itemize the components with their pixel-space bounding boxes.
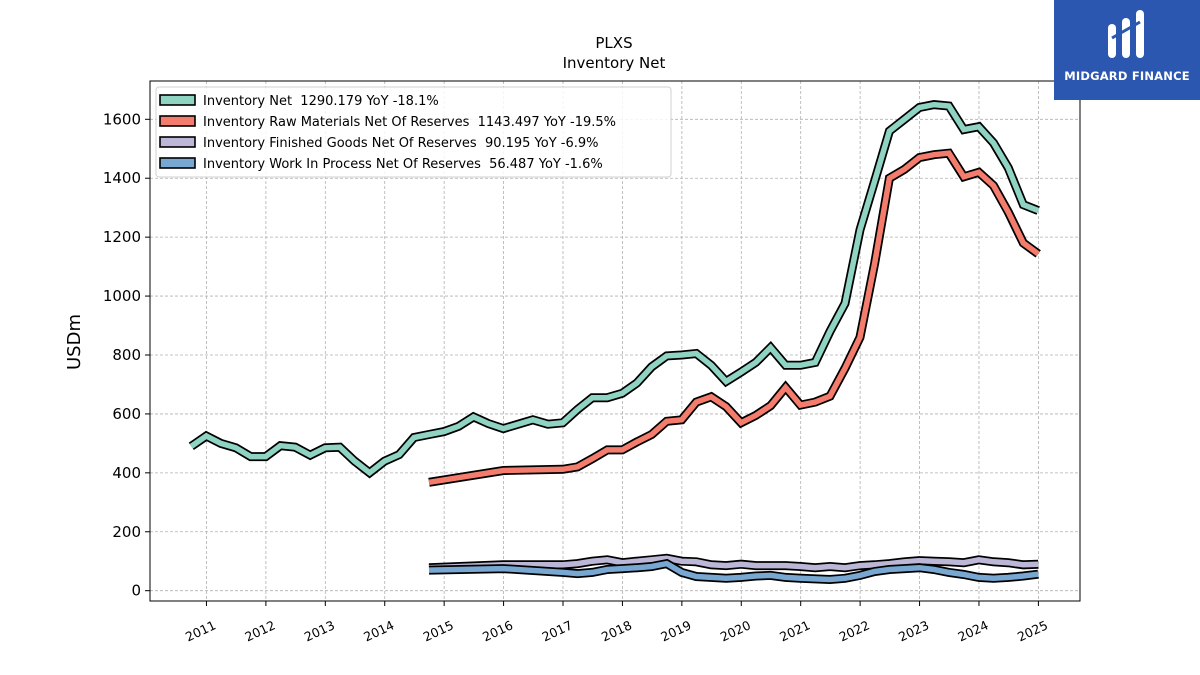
legend-label: Inventory Finished Goods Net Of Reserves… <box>203 136 599 151</box>
legend-swatch <box>159 157 196 169</box>
series-outline-inventory-raw-materials-net-of-reserves <box>428 148 1041 487</box>
y-tick-label: 600 <box>112 405 141 423</box>
x-axis: 2011 2012 2013 2014 2015 2016 2017 2018 2019 2020… <box>183 601 1050 644</box>
legend-label: Inventory Work In Process Net Of Reserve… <box>203 157 603 172</box>
x-tick-label: 2022 <box>837 617 872 644</box>
x-tick-label: 2013 <box>302 617 337 644</box>
y-tick-label: 1200 <box>103 228 141 246</box>
brand-mark-icon <box>1108 10 1144 58</box>
x-tick-label: 2014 <box>361 617 396 644</box>
series-line-inventory-finished-goods-net-of-reserves <box>428 555 1039 571</box>
y-axis: 0 200 400 600 800 1000 1200 1400 1600 <box>103 110 150 600</box>
x-tick-label: 2017 <box>540 617 575 644</box>
legend: Inventory Net 1290.179 YoY -18.1% Invento… <box>155 86 672 178</box>
x-tick-label: 2024 <box>955 617 990 644</box>
legend-swatch <box>159 136 196 148</box>
y-tick-label: 1600 <box>103 110 141 128</box>
x-tick-label: 2012 <box>242 617 277 644</box>
legend-box <box>155 86 672 178</box>
plot-frame <box>149 80 1081 602</box>
y-tick-label: 800 <box>112 346 141 364</box>
legend-swatch <box>159 94 196 106</box>
y-tick-label: 0 <box>131 582 141 600</box>
x-tick-label: 2011 <box>183 617 218 644</box>
brand-name: MIDGARD FINANCE <box>1064 69 1190 83</box>
y-axis-label: USDm <box>64 314 85 370</box>
x-tick-label: 2023 <box>896 617 931 644</box>
y-tick-label: 1400 <box>103 169 141 187</box>
legend-label: Inventory Raw Materials Net Of Reserves … <box>203 115 616 130</box>
series-line-inventory-net <box>189 101 1040 477</box>
x-tick-label: 2021 <box>777 617 812 644</box>
chart-title: PLXS <box>595 34 632 52</box>
chart-subtitle: Inventory Net <box>563 54 666 72</box>
x-tick-label: 2025 <box>1015 617 1050 644</box>
series-layer <box>188 100 1041 585</box>
legend-label: Inventory Net 1290.179 YoY -18.1% <box>203 94 439 109</box>
legend-swatch <box>159 115 196 127</box>
y-tick-label: 200 <box>112 523 141 541</box>
series-line-inventory-raw-materials-net-of-reserves <box>428 150 1040 486</box>
brand-logo: MIDGARD FINANCE <box>1054 0 1200 100</box>
x-tick-label: 2020 <box>718 617 753 644</box>
x-tick-label: 2018 <box>599 617 634 644</box>
x-tick-label: 2016 <box>480 617 515 644</box>
y-tick-label: 400 <box>112 464 141 482</box>
series-line-inventory-work-in-process-net-of-reserves <box>428 560 1039 583</box>
x-tick-label: 2015 <box>421 617 456 644</box>
y-tick-label: 1000 <box>103 287 141 305</box>
x-tick-label: 2019 <box>658 617 693 644</box>
